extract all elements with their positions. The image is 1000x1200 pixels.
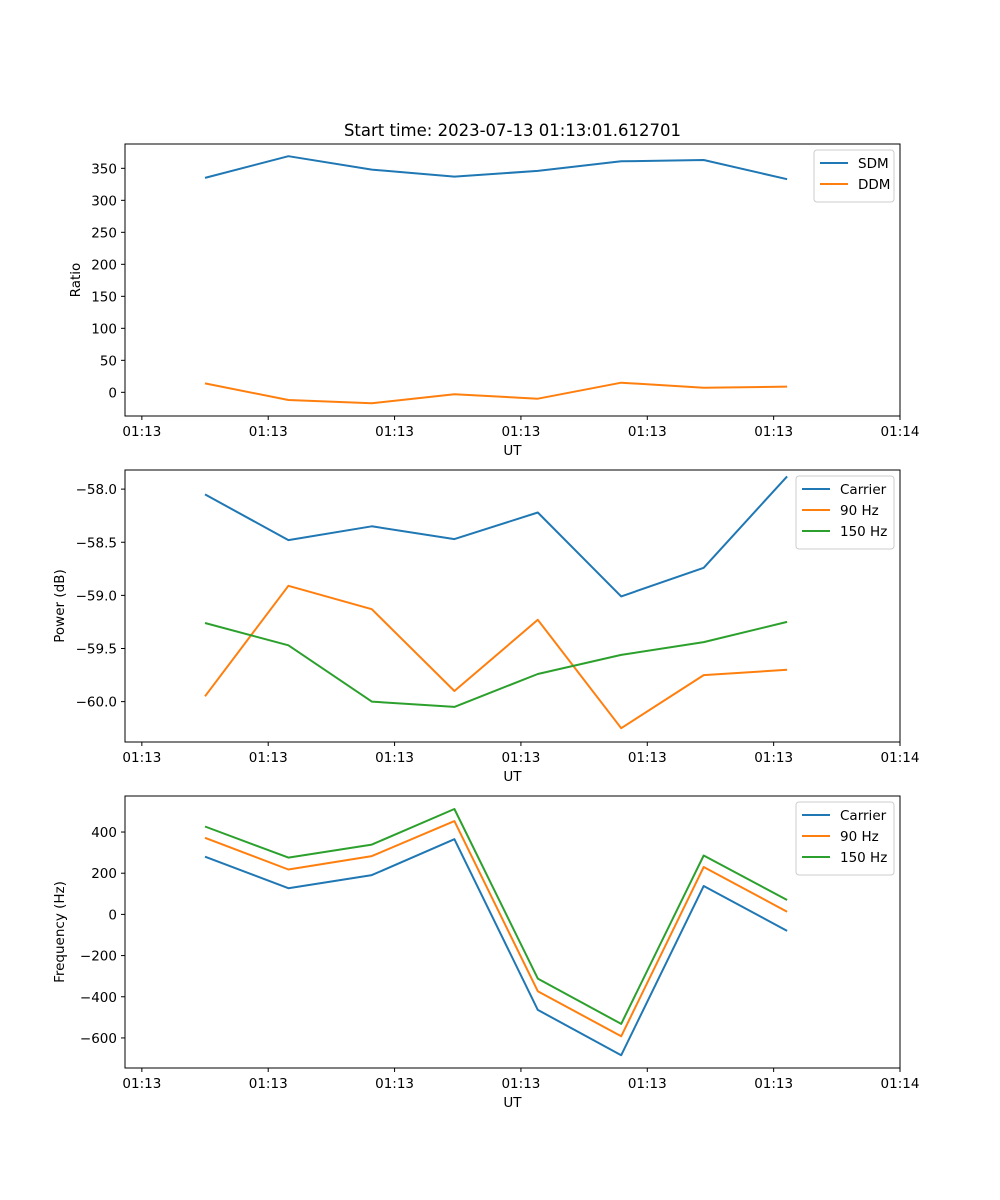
x-tick-label: 01:13 (122, 1076, 161, 1092)
y-tick-label: −60.0 (76, 695, 117, 711)
legend-entry-label: 90 Hz (840, 829, 879, 845)
x-tick-label: 01:13 (754, 424, 793, 440)
y-tick-label: 200 (91, 866, 117, 882)
series-line-150-hz (204, 808, 788, 1025)
y-axis-label: Power (dB) (52, 569, 68, 642)
plot-frame (124, 143, 901, 417)
series-line-carrier (204, 475, 788, 598)
chart-panel-1: 01:13 01:13 01:13 01:13 01:13 01:13 01:14 0 50 10… (68, 143, 920, 459)
series-line-ddm (204, 381, 788, 405)
x-tick-label: 01:13 (754, 1076, 793, 1092)
x-tick-label: 01:14 (881, 424, 920, 440)
chart-panel-2: 01:13 01:13 01:13 01:13 01:13 01:13 01:14 −60.0… (52, 469, 920, 785)
y-tick-label: −600 (80, 1031, 117, 1047)
y-axis-label: Frequency (Hz) (52, 881, 68, 983)
x-tick-label: 01:13 (122, 424, 161, 440)
x-tick-label: 01:13 (375, 750, 414, 766)
plot-frame (124, 469, 901, 743)
y-tick-label: −58.5 (76, 535, 117, 551)
series-line-90-hz (204, 584, 788, 730)
y-tick-label: 150 (91, 289, 117, 305)
x-tick-label: 01:13 (501, 1076, 540, 1092)
legend: SDM DDM (813, 149, 895, 203)
legend-entry-label: 150 Hz (840, 524, 887, 540)
plot-frame (124, 795, 901, 1069)
x-tick-label: 01:13 (628, 750, 667, 766)
x-tick-label: 01:13 (249, 750, 288, 766)
x-tick-label: 01:13 (122, 750, 161, 766)
figure-title: Start time: 2023-07-13 01:13:01.612701 (344, 121, 681, 140)
x-tick-label: 01:14 (881, 1076, 920, 1092)
y-tick-label: 200 (91, 257, 117, 273)
y-axis-label: Ratio (68, 263, 84, 298)
x-tick-label: 01:13 (501, 424, 540, 440)
x-tick-label: 01:14 (881, 750, 920, 766)
x-tick-label: 01:13 (375, 1076, 414, 1092)
y-tick-label: −59.0 (76, 588, 117, 604)
series-line-sdm (204, 155, 788, 181)
y-tick-label: 0 (108, 385, 117, 401)
legend-entry-label: Carrier (840, 482, 887, 498)
y-tick-label: −58.0 (76, 482, 117, 498)
x-axis-label: UT (503, 1095, 522, 1111)
y-tick-label: 350 (91, 161, 117, 177)
x-axis-label: UT (503, 769, 522, 785)
legend: Carrier 90 Hz 150 Hz (795, 475, 895, 550)
legend-entry-label: 90 Hz (840, 503, 879, 519)
x-tick-label: 01:13 (375, 424, 414, 440)
x-tick-label: 01:13 (249, 424, 288, 440)
legend-entry-label: DDM (858, 177, 890, 193)
y-tick-label: 300 (91, 193, 117, 209)
x-tick-label: 01:13 (249, 1076, 288, 1092)
x-tick-label: 01:13 (754, 750, 793, 766)
series-line-90-hz (204, 820, 788, 1038)
legend-entry-label: Carrier (840, 808, 887, 824)
y-tick-label: 0 (108, 907, 117, 923)
y-tick-label: −200 (80, 949, 117, 965)
x-tick-label: 01:13 (501, 750, 540, 766)
series-line-carrier (204, 838, 788, 1057)
legend-entry-label: SDM (858, 156, 889, 172)
chart-panel-3: 01:13 01:13 01:13 01:13 01:13 01:13 01:14 −600 −… (52, 795, 920, 1111)
x-tick-label: 01:13 (628, 1076, 667, 1092)
series-line-150-hz (204, 620, 788, 708)
x-tick-label: 01:13 (628, 424, 667, 440)
y-tick-label: 400 (91, 825, 117, 841)
charts-container: 01:13 01:13 01:13 01:13 01:13 01:13 01:14 0 50 10… (52, 143, 920, 1111)
y-tick-label: 50 (100, 353, 117, 369)
y-tick-label: 100 (91, 321, 117, 337)
y-tick-label: −59.5 (76, 642, 117, 658)
y-tick-label: −400 (80, 990, 117, 1006)
legend: Carrier 90 Hz 150 Hz (795, 801, 895, 876)
legend-entry-label: 150 Hz (840, 850, 887, 866)
y-tick-label: 250 (91, 225, 117, 241)
x-axis-label: UT (503, 443, 522, 459)
